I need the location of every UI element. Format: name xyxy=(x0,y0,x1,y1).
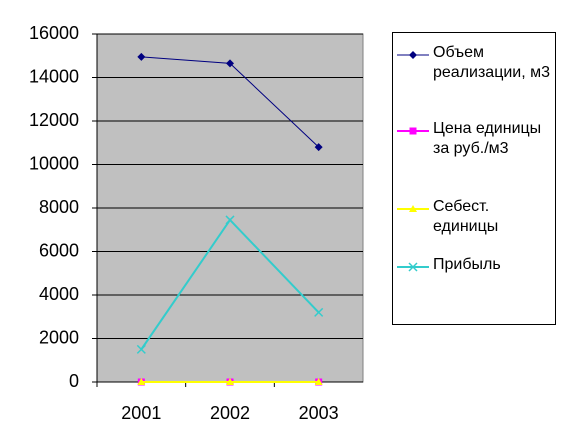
legend-label: Объем реализации, м3 xyxy=(433,44,551,81)
y-tick-label: 2000 xyxy=(39,327,79,347)
legend-swatch xyxy=(397,262,429,272)
x-tick-label: 2001 xyxy=(121,403,161,423)
legend-label: Цена единицы за руб./м3 xyxy=(433,120,542,157)
legend-label: Себест. единицы xyxy=(433,198,499,235)
marker xyxy=(226,378,234,385)
marker xyxy=(136,344,146,354)
marker xyxy=(314,378,323,385)
y-tick-label: 0 xyxy=(69,371,79,391)
y-tick-label: 8000 xyxy=(39,197,79,217)
y-tick-label: 14000 xyxy=(29,66,79,86)
legend-swatch xyxy=(397,51,429,59)
marker xyxy=(314,307,324,317)
y-tick-label: 10000 xyxy=(29,153,79,173)
legend: Объем реализации, м3 Цена единицы за руб.… xyxy=(392,32,556,325)
marker xyxy=(225,215,235,225)
marker xyxy=(408,262,418,272)
x-tick-label: 2002 xyxy=(210,403,250,423)
marker xyxy=(314,143,323,152)
x-tick-label: 2003 xyxy=(299,403,339,423)
y-tick-label: 12000 xyxy=(29,110,79,130)
marker xyxy=(409,205,417,212)
legend-label: Прибыль xyxy=(433,256,501,273)
marker xyxy=(409,51,417,59)
marker xyxy=(226,59,234,68)
marker xyxy=(137,52,146,61)
y-tick-label: 16000 xyxy=(29,23,79,43)
y-tick-label: 6000 xyxy=(39,240,79,260)
marker xyxy=(409,127,417,135)
legend-swatch xyxy=(397,205,429,212)
marker xyxy=(137,378,146,385)
y-tick-label: 4000 xyxy=(39,284,79,304)
legend-swatch xyxy=(397,127,429,135)
